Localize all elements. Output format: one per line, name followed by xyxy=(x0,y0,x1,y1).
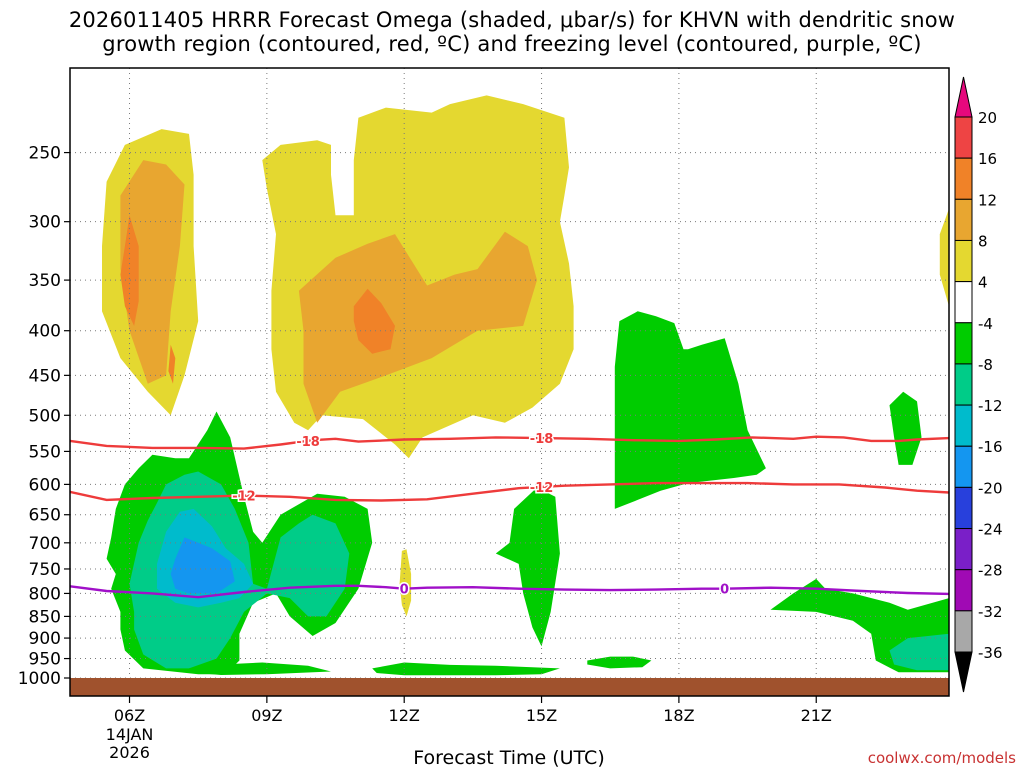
contour-label-dgz-0-1: -18 xyxy=(530,432,554,447)
plot-frame xyxy=(69,67,950,697)
watermark: coolwx.com/models xyxy=(868,749,1016,767)
colorbar-bin-2 xyxy=(954,157,973,200)
contour-label-dgz-1-1: -12 xyxy=(530,481,554,496)
omega-region-green-bottom-2 xyxy=(372,662,560,676)
x-axis-label: Forecast Time (UTC) xyxy=(413,747,604,768)
colorbar-label-12: -32 xyxy=(978,603,1003,621)
omega-shading xyxy=(102,95,949,676)
omega-region-orange-center xyxy=(298,231,537,423)
colorbar-label-5: -4 xyxy=(978,315,993,333)
y-tick-label-250: 250 xyxy=(29,144,61,164)
colorbar-bin-1 xyxy=(954,116,973,159)
colorbar-label-7: -12 xyxy=(978,397,1003,415)
colorbar-label-6: -8 xyxy=(978,356,993,374)
ground-layer xyxy=(70,678,949,696)
ground-strip xyxy=(70,678,949,696)
omega-region-yellow-small-12z xyxy=(399,549,412,617)
omega-region-deep-orange-left-1 xyxy=(120,215,139,326)
y-tick-label-1000: 1000 xyxy=(18,669,61,689)
omega-region-teal-lower-right xyxy=(889,633,949,671)
colorbar-label-8: -16 xyxy=(978,438,1003,456)
omega-region-deep-orange-left-2 xyxy=(168,344,176,384)
y-tick-label-750: 750 xyxy=(29,560,61,580)
omega-region-deep-orange-center xyxy=(353,288,395,354)
x-tick-label-18: 18Z xyxy=(663,706,694,725)
colorbar-bin-4 xyxy=(954,239,973,283)
omega-region-blue-lower-left xyxy=(170,537,235,594)
y-tick-label-300: 300 xyxy=(29,213,61,233)
contour-label-dgz-0-0: -18 xyxy=(296,435,320,450)
chart-title-line-1: 2026011405 HRRR Forecast Omega (shaded, … xyxy=(68,8,956,32)
y-tick-label-950: 950 xyxy=(29,650,61,670)
colorbar-bin-13 xyxy=(954,610,973,653)
colorbar-bin-9 xyxy=(954,445,973,488)
x-tick-label-6: 06Z xyxy=(114,706,145,725)
omega-region-orange-left xyxy=(120,160,185,384)
omega-region-green-bottom-1 xyxy=(189,662,331,675)
contour-freezing xyxy=(70,584,949,599)
contour-label-freezing-0: 0 xyxy=(400,583,409,598)
y-tick-label-600: 600 xyxy=(29,475,61,495)
colorbar-label-0: 20 xyxy=(978,109,997,127)
colorbar-label-10: -24 xyxy=(978,521,1003,539)
omega-region-green-15z xyxy=(495,487,560,647)
x-tick-label-12: 12Z xyxy=(389,706,420,725)
colorbar-bin-12 xyxy=(954,569,973,612)
colorbar-bin-5 xyxy=(954,281,973,324)
colorbar-label-2: 12 xyxy=(978,191,997,209)
colorbar-label-3: 8 xyxy=(978,232,988,250)
omega-region-green-small-21z xyxy=(889,391,922,465)
plot-border xyxy=(69,67,950,697)
contour-lines: -18 -18 -12 -12 0 0 xyxy=(70,431,949,599)
y-tick-label-900: 900 xyxy=(29,629,61,649)
x-tick-label-21: 21Z xyxy=(801,706,832,725)
y-tick-label-800: 800 xyxy=(29,584,61,604)
omega-region-green-upper-right xyxy=(614,311,766,509)
colorbar-top-arrow xyxy=(954,76,973,118)
y-tick-label-700: 700 xyxy=(29,534,61,554)
x-date-label-1: 2026 xyxy=(109,743,150,762)
y-tick-label-650: 650 xyxy=(29,506,61,526)
colorbar-label-13: -36 xyxy=(978,644,1003,662)
y-tick-label-450: 450 xyxy=(29,366,61,386)
y-tick-label-850: 850 xyxy=(29,607,61,627)
contour-label-dgz-1-0: -12 xyxy=(232,490,256,505)
x-date-label-0: 14JAN xyxy=(106,725,154,744)
x-tick-label-9: 09Z xyxy=(251,706,282,725)
y-tick-label-500: 500 xyxy=(29,406,61,426)
colorbar: 20 16 12 8 4 -4 -8 -12 -16 -20 -24 -28 -32 -36 xyxy=(954,76,1003,693)
omega-region-yellow-right-edge xyxy=(939,208,949,307)
y-tick-label-550: 550 xyxy=(29,442,61,462)
colorbar-bin-3 xyxy=(954,198,973,241)
contour-label-freezing-1: 0 xyxy=(720,583,729,598)
colorbar-bin-11 xyxy=(954,528,973,571)
x-tick-label-15: 15Z xyxy=(526,706,557,725)
contour-dgz-1 xyxy=(70,481,949,502)
colorbar-label-9: -20 xyxy=(978,479,1003,497)
omega-region-green-bottom-3 xyxy=(587,656,652,669)
y-tick-label-400: 400 xyxy=(29,322,61,342)
colorbar-bottom-arrow xyxy=(954,651,973,693)
colorbar-label-11: -28 xyxy=(978,562,1003,580)
colorbar-label-4: 4 xyxy=(978,274,988,292)
colorbar-label-1: 16 xyxy=(978,150,997,168)
colorbar-bin-8 xyxy=(954,404,973,447)
colorbar-bin-7 xyxy=(954,363,973,406)
colorbar-bin-6 xyxy=(954,322,973,365)
y-tick-label-350: 350 xyxy=(29,271,61,291)
colorbar-bin-10 xyxy=(954,486,973,530)
chart-title-line-2: growth region (contoured, red, ºC) and f… xyxy=(102,32,922,56)
y-axis: 2503003504004505005506006507007508008509… xyxy=(18,144,70,689)
contour-dgz-0 xyxy=(70,435,949,450)
